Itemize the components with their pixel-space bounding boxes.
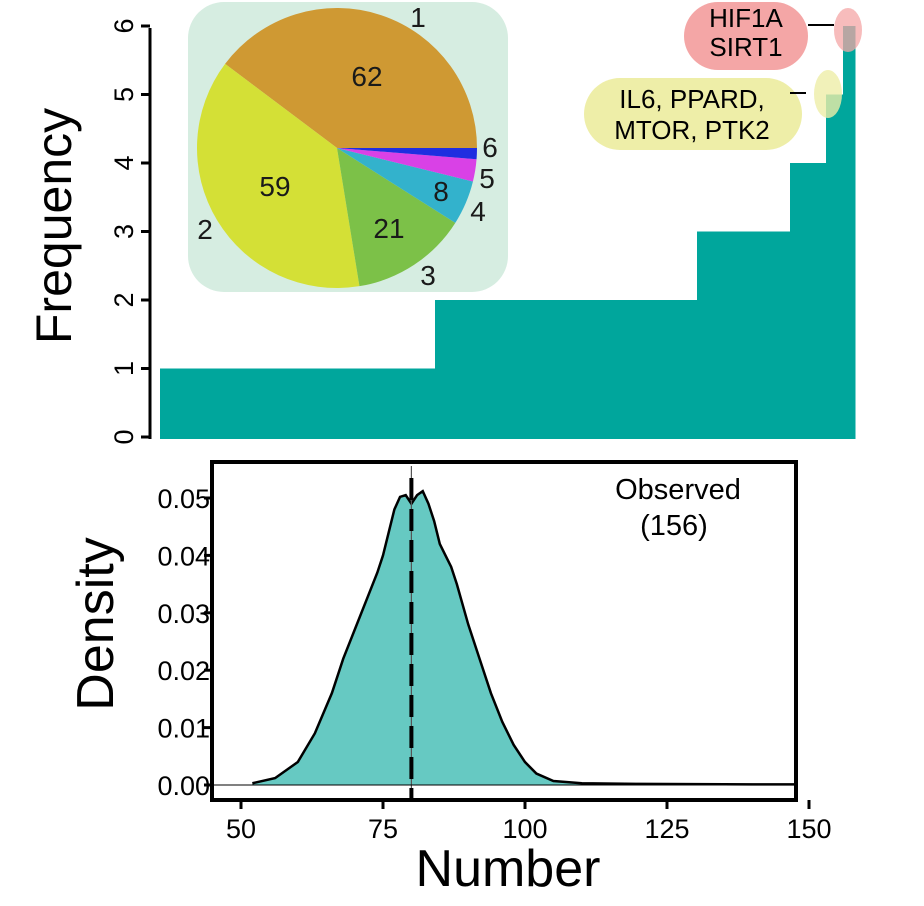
pie-slice-label-2: 2 [197,214,213,245]
density-x-tick-label: 100 [502,814,547,844]
density-fill [252,491,796,785]
pie-slice-label-6: 6 [482,132,498,163]
frequency-y-tick-label: 2 [109,292,139,307]
pie-value-label: 62 [351,61,382,92]
callout-text-line: MTOR, PTK2 [614,115,770,145]
density-y-ticks: 0.00 0.01 0.02 0.03 0.04 0.05 [157,484,212,801]
density-y-tick-label: 0.02 [157,656,210,686]
pie-slice-4 [337,148,473,223]
pie-slice-5 [337,148,477,182]
callout-text-line: IL6, PPARD, [619,84,764,114]
frequency-bars [160,26,856,439]
callout-hif1a-sirt1 [684,2,808,70]
density-plot-area [214,466,796,800]
density-panel: 0.00 0.01 0.02 0.03 0.04 0.05 50 75 100 125 150 N… [67,460,832,898]
observed-value-label: (156) [640,510,708,542]
frequency-bar-4 [790,163,827,439]
pie-slice-label-5: 5 [479,163,495,194]
density-y-tick-label: 0.05 [157,484,210,514]
highlight-marker-frequency-6 [834,8,862,52]
pie-labels: 1 2 3 456 62 59 21 8 [197,2,498,291]
pie-slice-6 [337,148,477,160]
pie-inset: 1 2 3 456 62 59 21 8 [188,2,508,292]
frequency-y-tick-label: 4 [109,155,139,170]
density-y-tick-label: 0.03 [157,599,210,629]
frequency-y-tick-label: 5 [109,87,139,102]
pie-slice-label-3: 3 [420,260,436,291]
pie-value-label: 59 [259,171,290,202]
pie-value-label: 21 [373,213,404,244]
density-x-tick-label: 125 [644,814,689,844]
callout-text-line: SIRT1 [709,32,782,62]
highlight-marker-frequency-5 [814,70,842,118]
frequency-y-tick-label: 0 [109,429,139,444]
callout-il6-ppard-mtor-ptk2 [584,78,802,150]
density-y-axis-label: Density [67,537,125,710]
pie-slice-3 [337,148,456,287]
pie-slices [196,7,477,288]
callout-text-line: HIF1A [709,3,783,33]
density-y-tick-label: 0.01 [157,714,210,744]
frequency-bar-2 [435,300,698,439]
frequency-y-ticks: 0 1 2 3 4 5 6 [109,18,150,445]
density-x-axis-label: Number [416,840,601,898]
pie-slice-1 [225,7,477,148]
density-x-tick-label: 75 [368,814,398,844]
density-y-tick-label: 0.00 [157,771,210,801]
frequency-y-tick-label: 3 [109,224,139,239]
pie-slice-2 [196,63,360,288]
frequency-bar-1 [160,368,436,439]
density-curve [252,489,796,786]
density-frame [210,460,798,802]
density-y-tick-label: 0.04 [157,541,210,571]
frequency-bar-3 [697,231,791,439]
pie-slice-label-4: 4 [470,196,486,227]
pie-slice-label-1: 1 [410,2,426,33]
density-x-ticks: 50 75 100 125 150 [226,800,832,844]
frequency-y-tick-label: 1 [109,361,139,376]
frequency-y-tick-label: 6 [109,18,139,33]
frequency-bar-5 [826,94,844,439]
density-x-tick-label: 150 [786,814,831,844]
pie-value-label: 8 [433,176,449,207]
density-x-tick-label: 50 [226,814,256,844]
frequency-bar-6 [843,26,856,439]
frequency-axis-label: Frequency [26,108,82,344]
observed-label: Observed [615,474,741,506]
